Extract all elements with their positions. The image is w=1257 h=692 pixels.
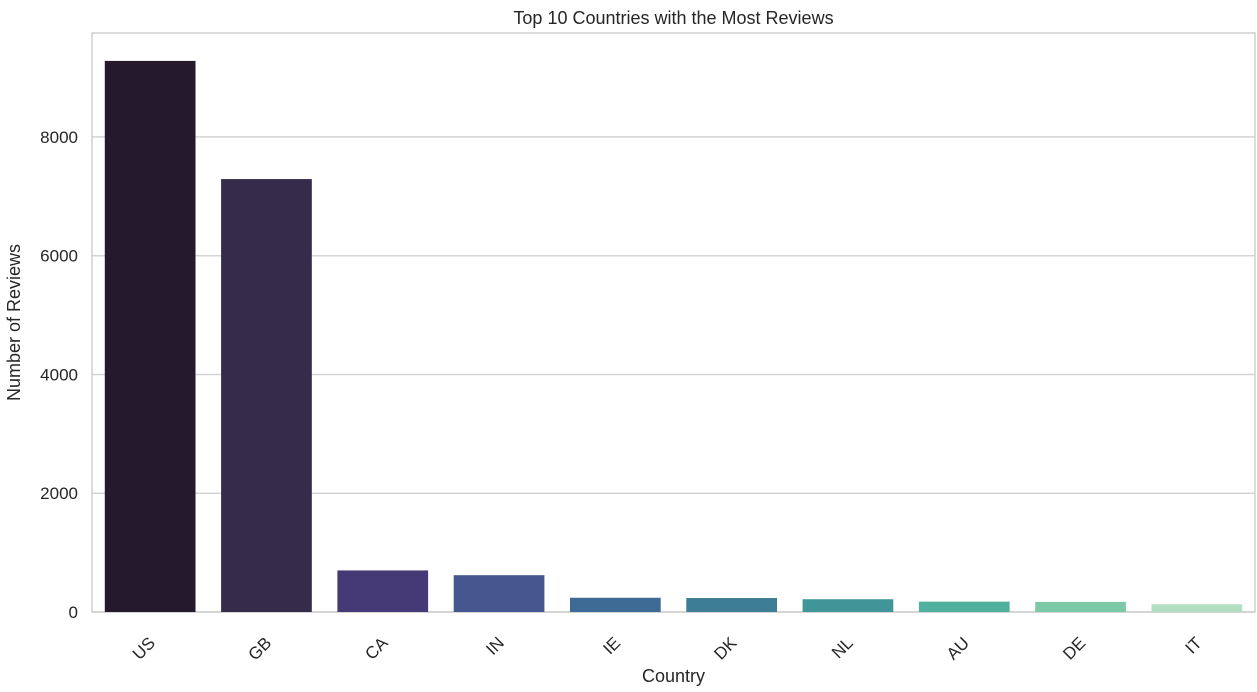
bar-gb bbox=[221, 179, 312, 612]
y-tick-label: 0 bbox=[69, 603, 78, 622]
x-tick-labels: US GB CA IN IE DK NL AU DE IT bbox=[129, 633, 1206, 664]
y-tick-labels: 0 2000 4000 6000 8000 bbox=[40, 128, 78, 622]
bars bbox=[104, 60, 1243, 613]
x-tick-label: US bbox=[129, 633, 159, 663]
x-tick-label: GB bbox=[244, 633, 275, 664]
x-tick-label: AU bbox=[943, 633, 973, 663]
bar-it bbox=[1151, 604, 1243, 612]
y-tick-label: 8000 bbox=[40, 128, 78, 147]
bar-dk bbox=[686, 598, 778, 612]
x-tick-label: CA bbox=[361, 633, 392, 664]
x-axis-label: Country bbox=[642, 666, 705, 686]
bar-us bbox=[104, 60, 196, 613]
bar-de bbox=[1035, 601, 1126, 612]
bar-au bbox=[918, 601, 1010, 612]
x-tick-label: DE bbox=[1059, 633, 1089, 663]
x-tick-label: IN bbox=[482, 633, 507, 658]
bar-nl bbox=[802, 599, 894, 612]
x-tick-label: IT bbox=[1182, 633, 1206, 657]
y-tick-label: 4000 bbox=[40, 365, 78, 384]
y-axis-label: Number of Reviews bbox=[4, 244, 24, 401]
chart-title: Top 10 Countries with the Most Reviews bbox=[513, 8, 833, 28]
bar-ca bbox=[337, 570, 429, 612]
x-tick-label: NL bbox=[828, 633, 857, 662]
y-tick-label: 2000 bbox=[40, 484, 78, 503]
bar-in bbox=[453, 575, 545, 612]
bar-ie bbox=[569, 597, 661, 612]
plot-frame bbox=[91, 32, 1256, 613]
x-tick-label: DK bbox=[710, 633, 741, 664]
y-tick-label: 6000 bbox=[40, 247, 78, 266]
x-tick-label: IE bbox=[599, 633, 624, 658]
